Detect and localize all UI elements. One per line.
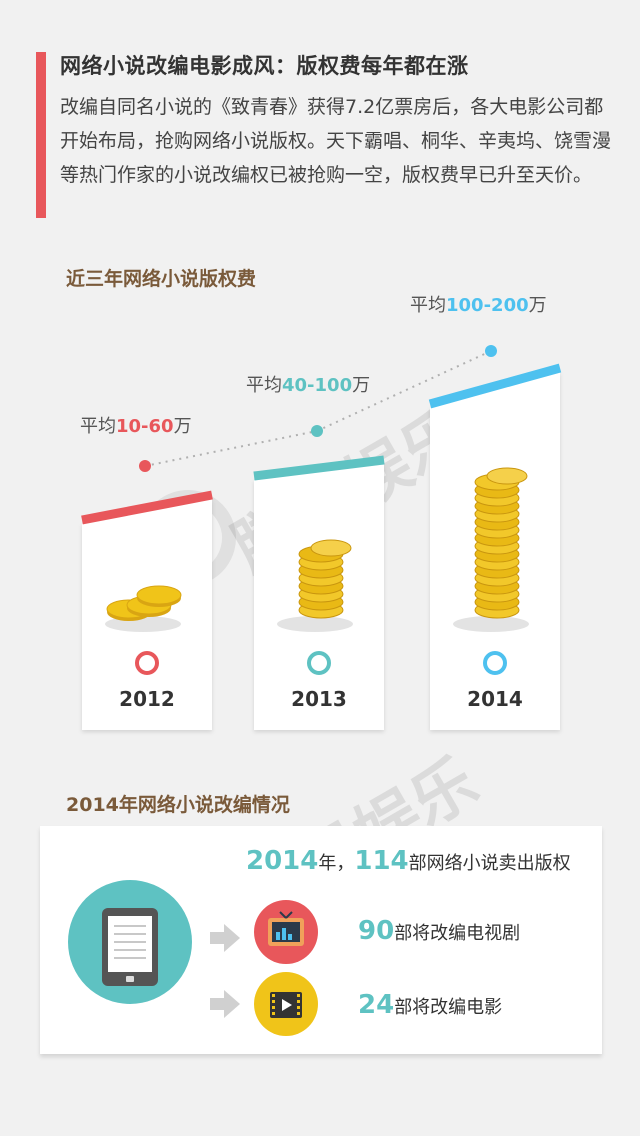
coin — [136, 585, 182, 605]
data-point — [485, 345, 497, 357]
year-ring-marker — [135, 651, 159, 675]
year-label: 2014 — [467, 687, 523, 711]
coin-shadow — [277, 616, 353, 632]
year-card-top-bar — [81, 490, 213, 525]
tv-icon — [254, 900, 318, 964]
film-stat: 24部将改编电影 — [358, 990, 502, 1020]
year-label: 2013 — [291, 687, 347, 711]
year-number: 2014 — [246, 846, 319, 876]
year-suffix: 年， — [318, 853, 355, 874]
film-text: 部将改编电影 — [394, 997, 503, 1018]
arrow-right-icon — [210, 990, 240, 1018]
coin — [486, 467, 528, 485]
data-label: 平均40-100万 — [246, 375, 370, 396]
year-label: 2012 — [119, 687, 175, 711]
tv-number: 90 — [358, 916, 395, 946]
page-title: 网络小说改编电影成风：版权费每年都在涨 — [60, 54, 469, 78]
data-point — [139, 460, 151, 472]
tablet-icon — [68, 880, 192, 1004]
total-number: 114 — [354, 846, 409, 876]
total-text: 部网络小说卖出版权 — [408, 853, 571, 874]
section-title-fees: 近三年网络小说版权费 — [66, 268, 257, 290]
section-title-adaptations: 2014年网络小说改编情况 — [66, 794, 290, 816]
arrow-right-icon — [210, 924, 240, 952]
film-icon — [254, 972, 318, 1036]
total-stat: 2014年，114部网络小说卖出版权 — [246, 846, 571, 876]
header-accent-bar — [36, 52, 46, 218]
year-card-top-bar — [428, 363, 562, 409]
year-ring-marker — [483, 651, 507, 675]
trend-line-segment — [144, 430, 318, 467]
tv-text: 部将改编电视剧 — [394, 923, 521, 944]
intro-paragraph: 改编自同名小说的《致青春》获得7.2亿票房后，各大电影公司都开始布局，抢购网络小… — [60, 96, 612, 186]
data-label: 平均10-60万 — [80, 416, 192, 437]
film-number: 24 — [358, 990, 395, 1020]
data-label: 平均100-200万 — [410, 295, 547, 316]
coin-shadow — [453, 616, 529, 632]
coin — [310, 539, 352, 557]
fee-chart: 2012 2013 2014 平均10-60万 平均40-100万 平均100-200万 — [80, 295, 562, 730]
year-card-top-bar — [253, 455, 385, 481]
year-ring-marker — [307, 651, 331, 675]
data-point — [311, 425, 323, 437]
tv-stat: 90部将改编电视剧 — [358, 916, 520, 946]
